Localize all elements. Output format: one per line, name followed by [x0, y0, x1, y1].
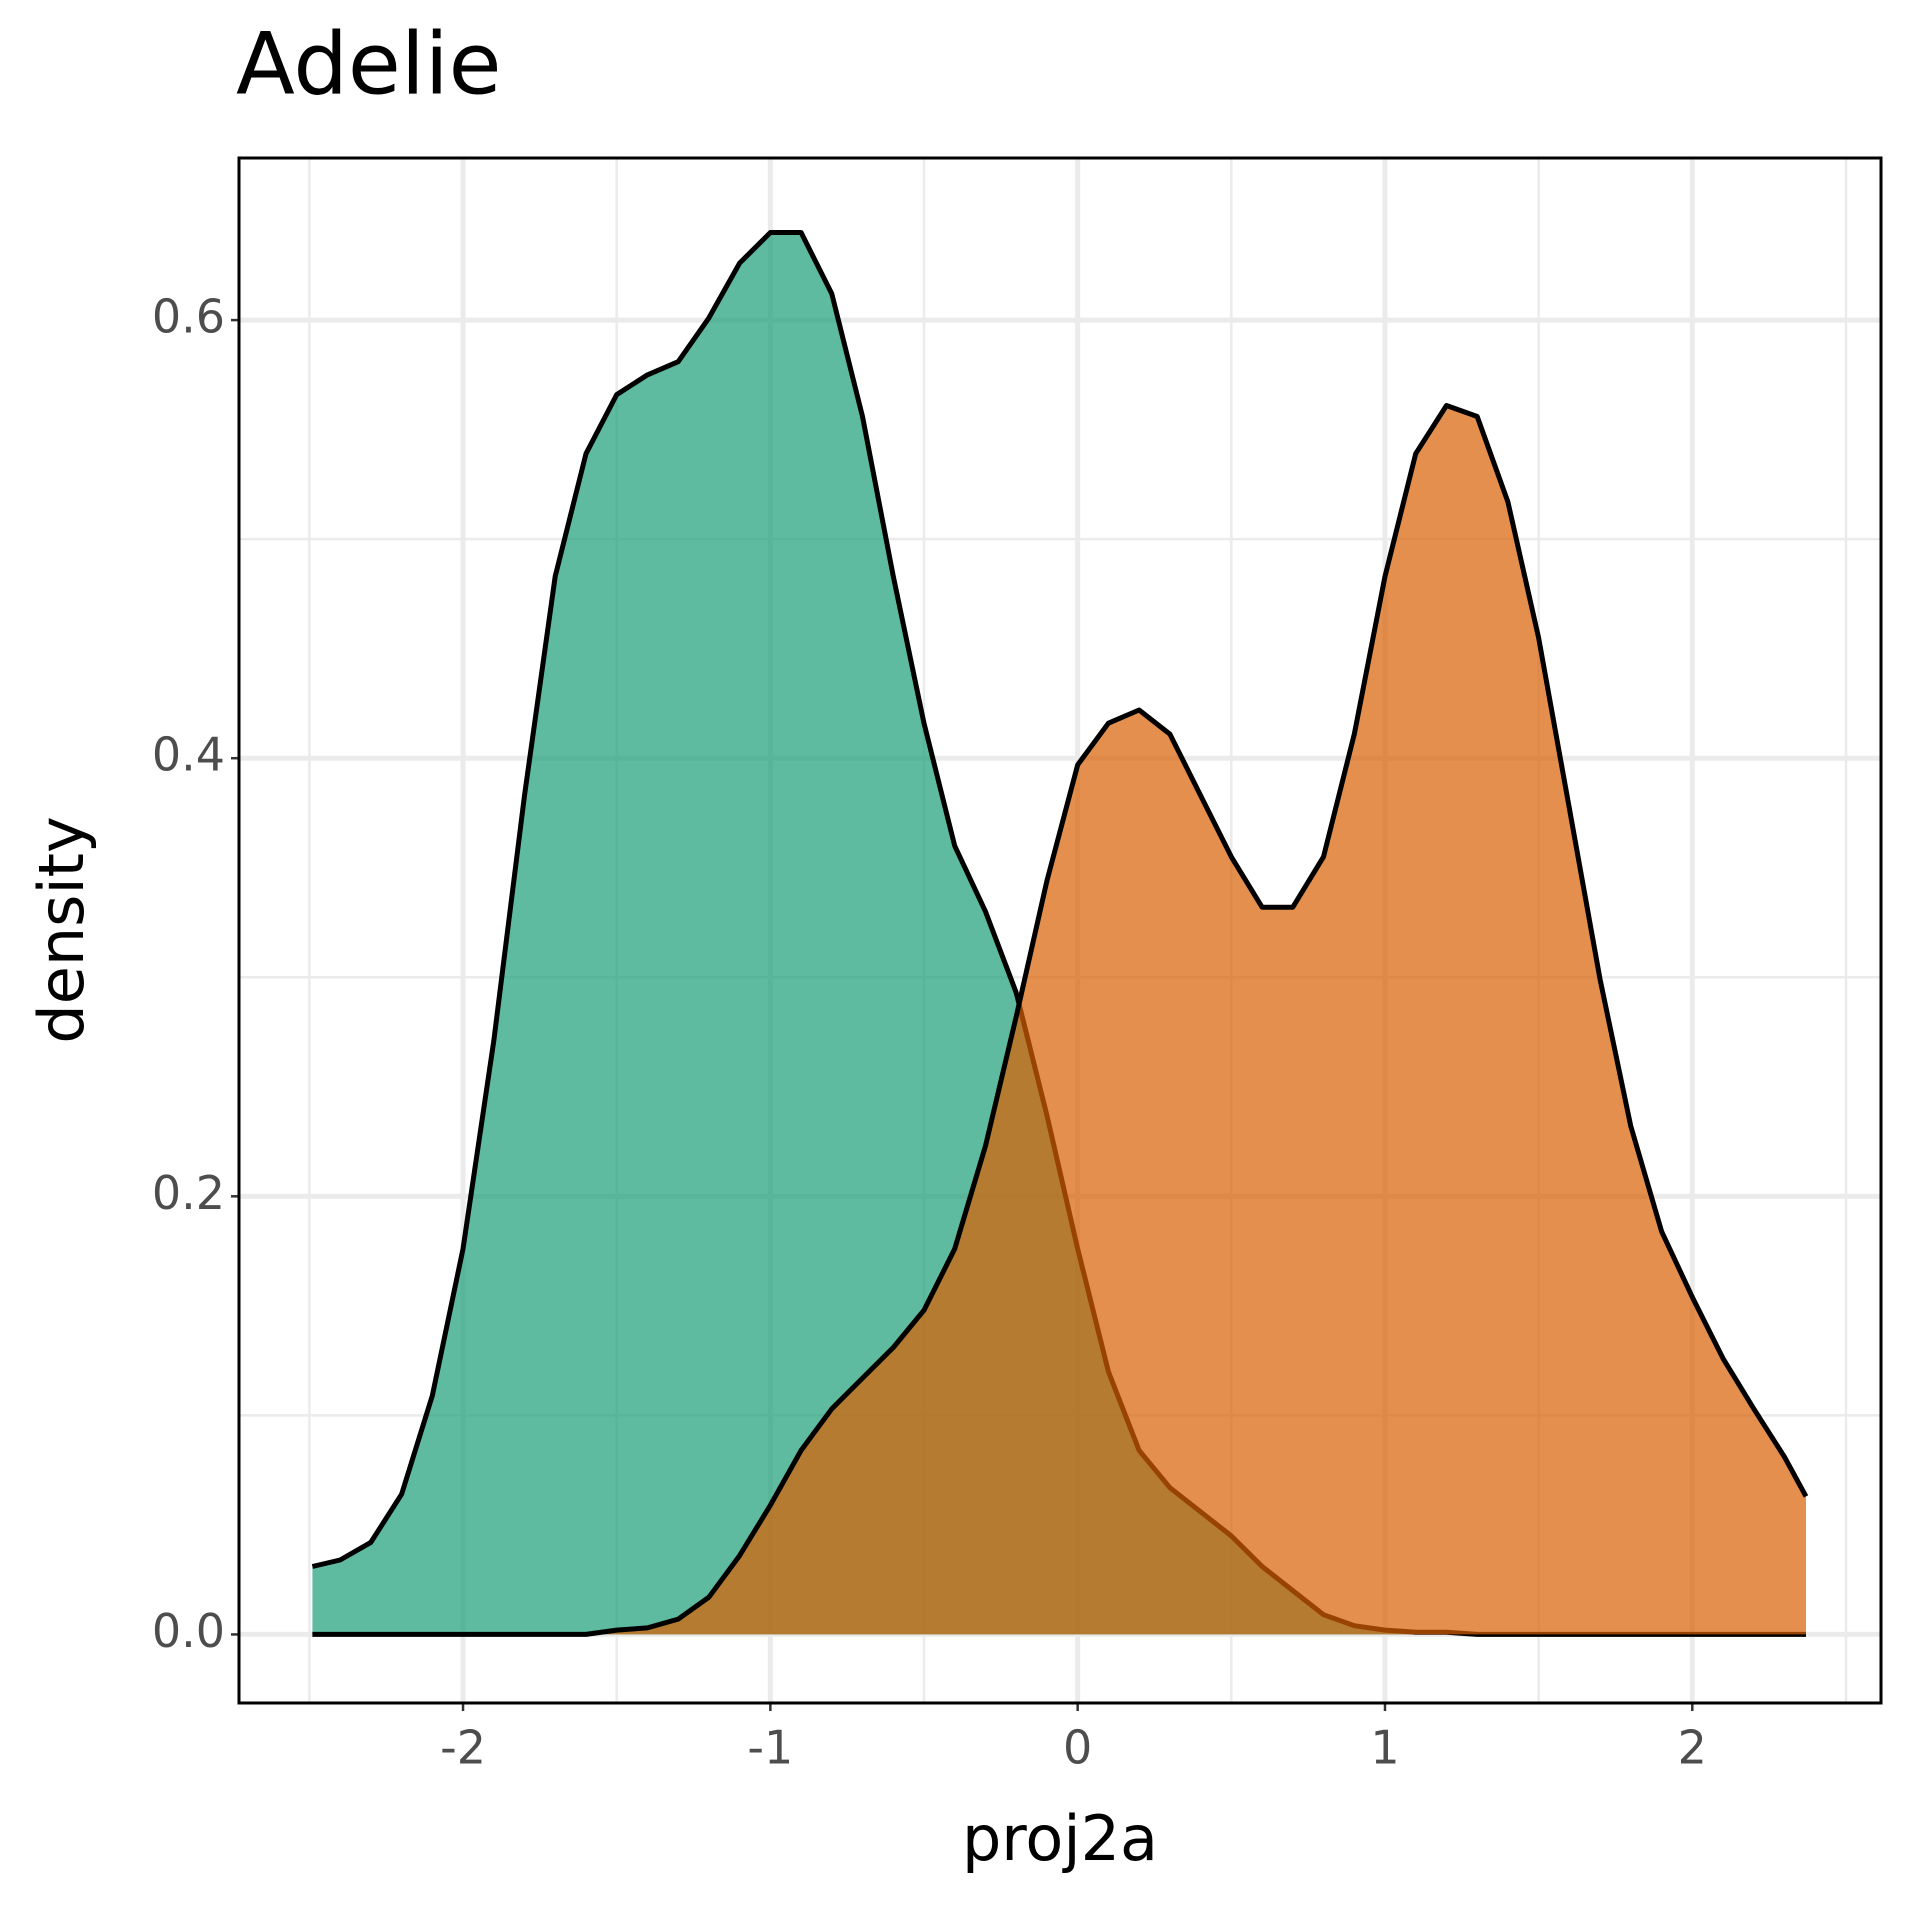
chart-title: Adelie [236, 14, 502, 114]
density-line [312, 403, 1809, 1637]
density-area [312, 405, 1806, 1635]
y-axis-label: density [25, 816, 98, 1043]
x-tick-label: 2 [1678, 1721, 1707, 1775]
y-tick-label: 0.4 [152, 728, 225, 782]
x-tick-label: -2 [440, 1721, 486, 1775]
x-tick-label: 1 [1370, 1721, 1399, 1775]
y-tick-label: 0.2 [152, 1166, 225, 1220]
density-area [312, 232, 1806, 1635]
x-axis-label: proj2a [962, 1802, 1158, 1875]
y-tick-label: 0.0 [152, 1604, 225, 1658]
y-tick-label: 0.6 [152, 290, 225, 344]
plot-border [237, 156, 1883, 1705]
x-tick-label: 0 [1063, 1721, 1092, 1775]
x-tick-label: -1 [747, 1721, 793, 1775]
